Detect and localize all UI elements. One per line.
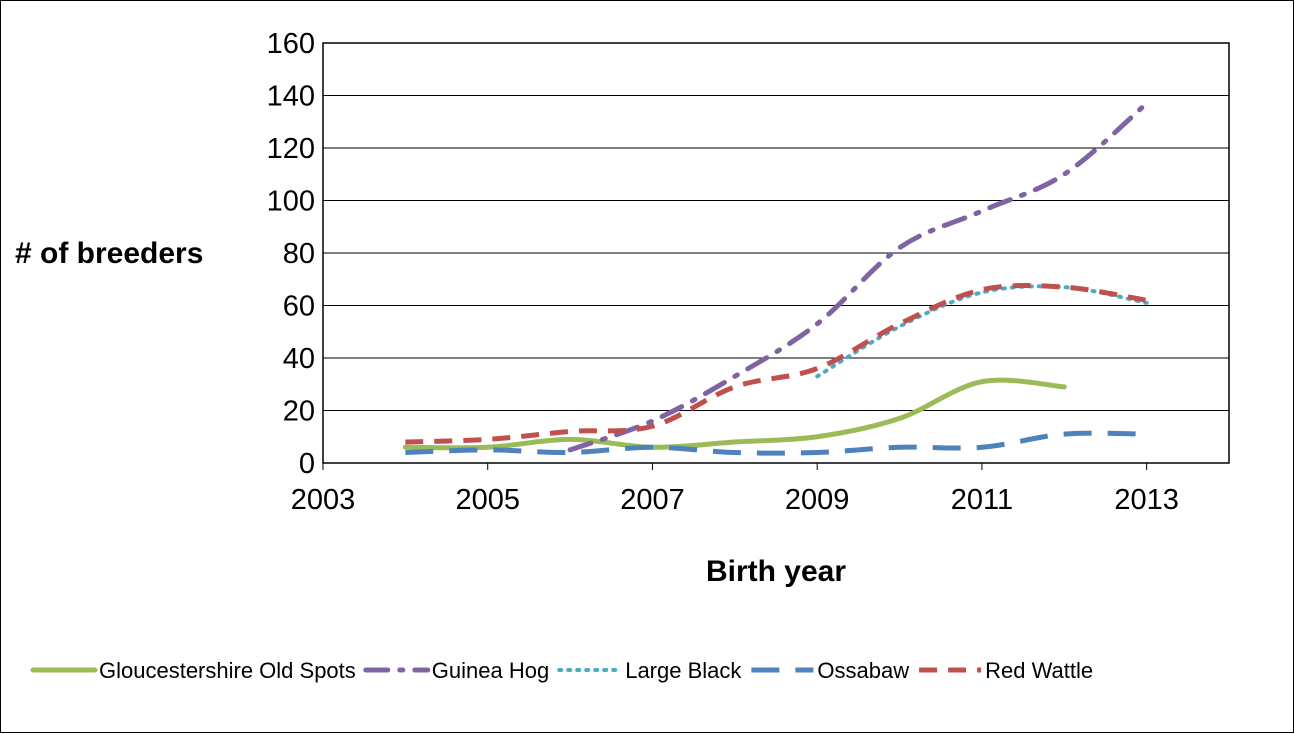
legend-label-guinea-hog: Guinea Hog bbox=[432, 658, 549, 683]
y-tick-label: 100 bbox=[267, 186, 315, 218]
legend: Gloucestershire Old Spots Guinea Hog Large… bbox=[30, 658, 1093, 683]
y-tick-labels: 0 20 40 60 80 100 120 140 160 bbox=[267, 28, 315, 480]
legend-label-red-wattle: Red Wattle bbox=[985, 658, 1093, 683]
legend-label-gloucestershire-old-spots: Gloucestershire Old Spots bbox=[99, 658, 356, 683]
x-tick-label: 2011 bbox=[951, 484, 1013, 516]
y-tick-label: 60 bbox=[283, 291, 315, 323]
x-tick-labels: 2003 2005 2007 2009 2011 2013 bbox=[291, 463, 1179, 516]
grid-lines bbox=[323, 95, 1229, 411]
series-line-gloucestershire-old-spots bbox=[402, 377, 1067, 451]
x-tick-label: 2013 bbox=[1114, 484, 1179, 516]
series-line-large-black bbox=[815, 284, 1149, 379]
y-tick-label: 0 bbox=[299, 448, 315, 480]
x-tick-label: 2003 bbox=[291, 484, 356, 516]
y-tick-label: 40 bbox=[283, 343, 315, 375]
x-tick-label: 2005 bbox=[455, 484, 520, 516]
y-tick-label: 140 bbox=[267, 81, 315, 113]
y-axis-title: # of breeders bbox=[15, 237, 203, 270]
x-tick-label: 2009 bbox=[785, 484, 850, 516]
y-tick-label: 160 bbox=[267, 28, 315, 60]
x-tick-label: 2007 bbox=[620, 484, 685, 516]
legend-label-ossabaw: Ossabaw bbox=[817, 658, 909, 683]
legend-label-large-black: Large Black bbox=[625, 658, 742, 683]
y-tick-label: 80 bbox=[283, 238, 315, 270]
y-tick-label: 120 bbox=[267, 133, 315, 165]
series-line-ossabaw bbox=[405, 430, 1147, 456]
y-tick-label: 20 bbox=[283, 396, 315, 428]
series-line-guinea-hog bbox=[567, 100, 1150, 453]
x-axis-title: Birth year bbox=[706, 555, 846, 588]
plot-area bbox=[322, 42, 1230, 464]
series-lines bbox=[402, 100, 1150, 456]
series-line-red-wattle bbox=[405, 282, 1148, 445]
